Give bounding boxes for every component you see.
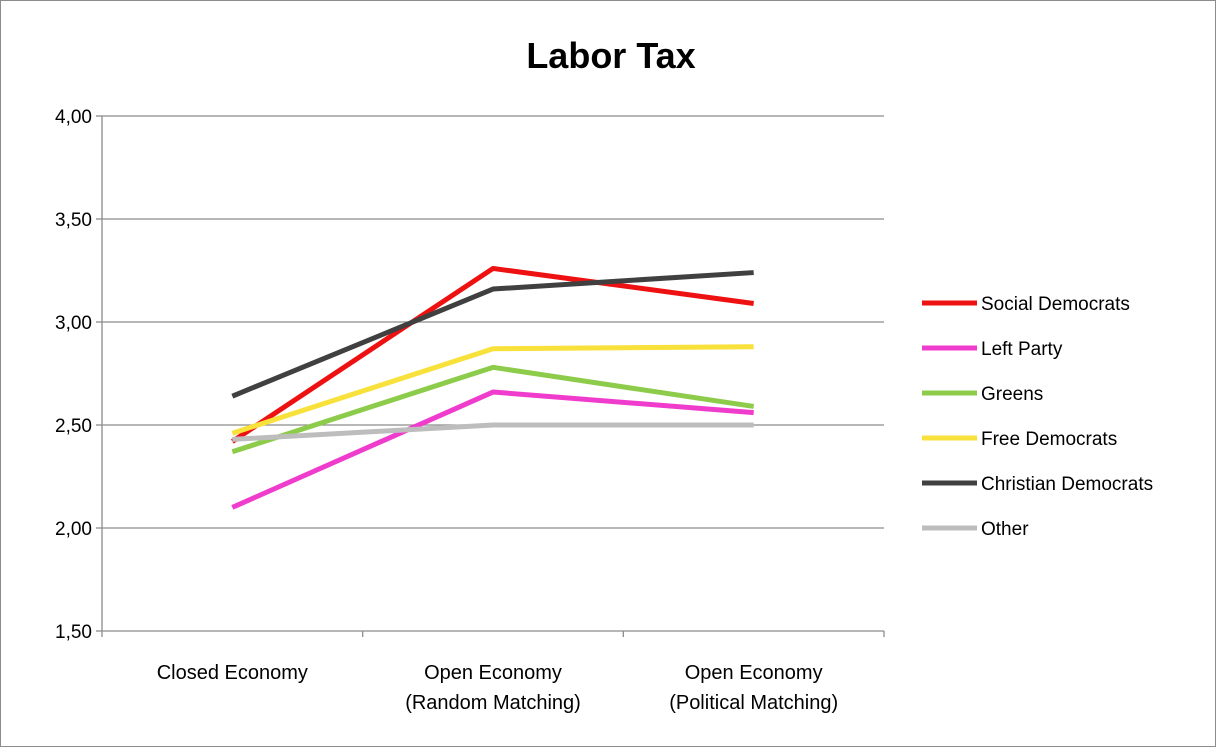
- legend: Social Democrats Left Party Greens Free Dem…: [922, 294, 1153, 540]
- y-tick-label: 3,50: [55, 210, 92, 231]
- chart-title: Labor Tax: [526, 35, 695, 76]
- legend-label: Left Party: [981, 339, 1063, 360]
- y-tick-label: 4,00: [55, 107, 92, 128]
- x-category-label: Closed Economy: [157, 662, 308, 684]
- legend-label: Greens: [981, 384, 1043, 405]
- x-category-label: Open Economy (Political Matching): [669, 662, 838, 714]
- gridlines: [102, 115, 884, 632]
- x-category-label: Open Economy (Random Matching): [405, 662, 581, 714]
- series-line-other: [232, 422, 754, 442]
- series-line-free-democrats: [231, 344, 754, 436]
- legend-label: Social Democrats: [981, 294, 1130, 315]
- legend-label: Free Democrats: [981, 429, 1117, 450]
- y-tick-label: 2,00: [55, 519, 92, 540]
- legend-label: Other: [981, 519, 1029, 540]
- series-lines: [230, 265, 755, 510]
- axes: 1,50 2,00 2,50 3,00 3,50 4,00 Closed Economy Op…: [55, 107, 885, 714]
- series-line-greens: [231, 364, 755, 455]
- y-tick-label: 3,00: [55, 313, 92, 334]
- y-tick-label: 1,50: [55, 622, 92, 643]
- series-line-left-party: [231, 389, 754, 510]
- y-tick-label: 2,50: [55, 416, 92, 437]
- series-line-christian-democrats: [231, 270, 754, 399]
- series-line-social-democrats: [230, 265, 754, 444]
- legend-label: Christian Democrats: [981, 474, 1153, 495]
